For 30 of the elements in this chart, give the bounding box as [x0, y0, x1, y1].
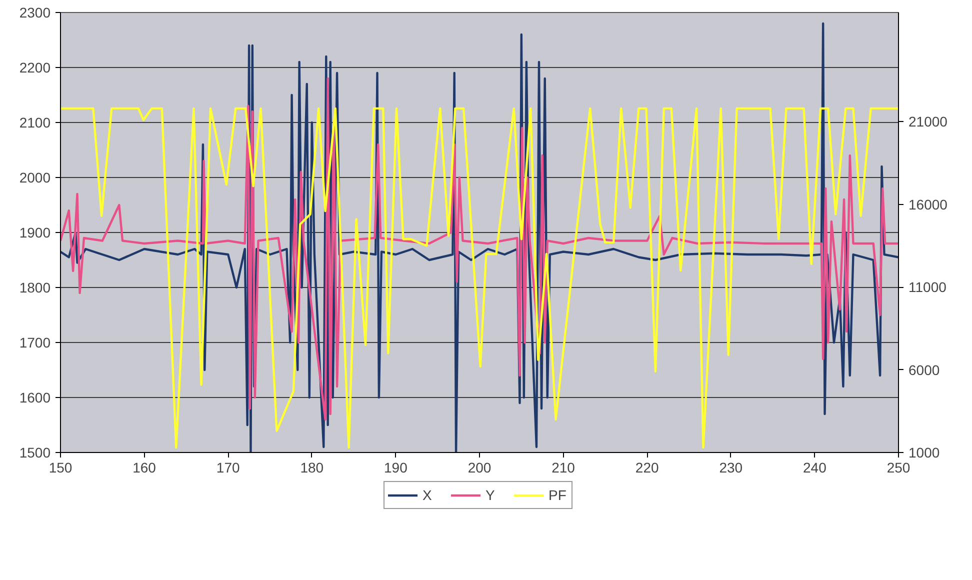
- x-tick-label: 240: [803, 460, 827, 476]
- legend-label: X: [422, 487, 433, 503]
- y2-tick-label: 6000: [908, 362, 940, 378]
- y-tick-label: 2300: [19, 4, 51, 20]
- legend-label: Y: [486, 487, 496, 503]
- y-tick-label: 1800: [19, 280, 51, 296]
- y-tick-label: 1500: [19, 444, 51, 460]
- legend-label: PF: [548, 487, 568, 503]
- x-tick-label: 230: [719, 460, 743, 476]
- y-tick-label: 2000: [19, 170, 51, 186]
- y-tick-label: 1900: [19, 224, 51, 240]
- y2-tick-label: 11000: [908, 279, 947, 296]
- y2-tick-label: 21000: [908, 114, 948, 130]
- line-series: [60, 77, 898, 421]
- x-tick-label: 220: [635, 460, 659, 476]
- x-tick-label: 160: [132, 460, 156, 476]
- x-tick-label: 180: [300, 460, 324, 476]
- x-tick-label: 150: [48, 460, 72, 476]
- x-tick-label: 170: [216, 460, 240, 476]
- y2-tick-label: 16000: [908, 196, 948, 212]
- y-tick-label: 1700: [19, 334, 51, 350]
- y-tick-label: 2200: [19, 60, 51, 76]
- y-tick-label: 1600: [19, 390, 51, 406]
- x-tick-label: 250: [886, 460, 910, 476]
- y-tick-label: 2100: [19, 114, 51, 130]
- x-tick-label: 190: [384, 460, 408, 476]
- x-tick-label: 210: [552, 460, 576, 476]
- line-series: [60, 107, 898, 449]
- x-tick-label: 200: [468, 460, 492, 476]
- y2-tick-label: 1000: [908, 444, 940, 460]
